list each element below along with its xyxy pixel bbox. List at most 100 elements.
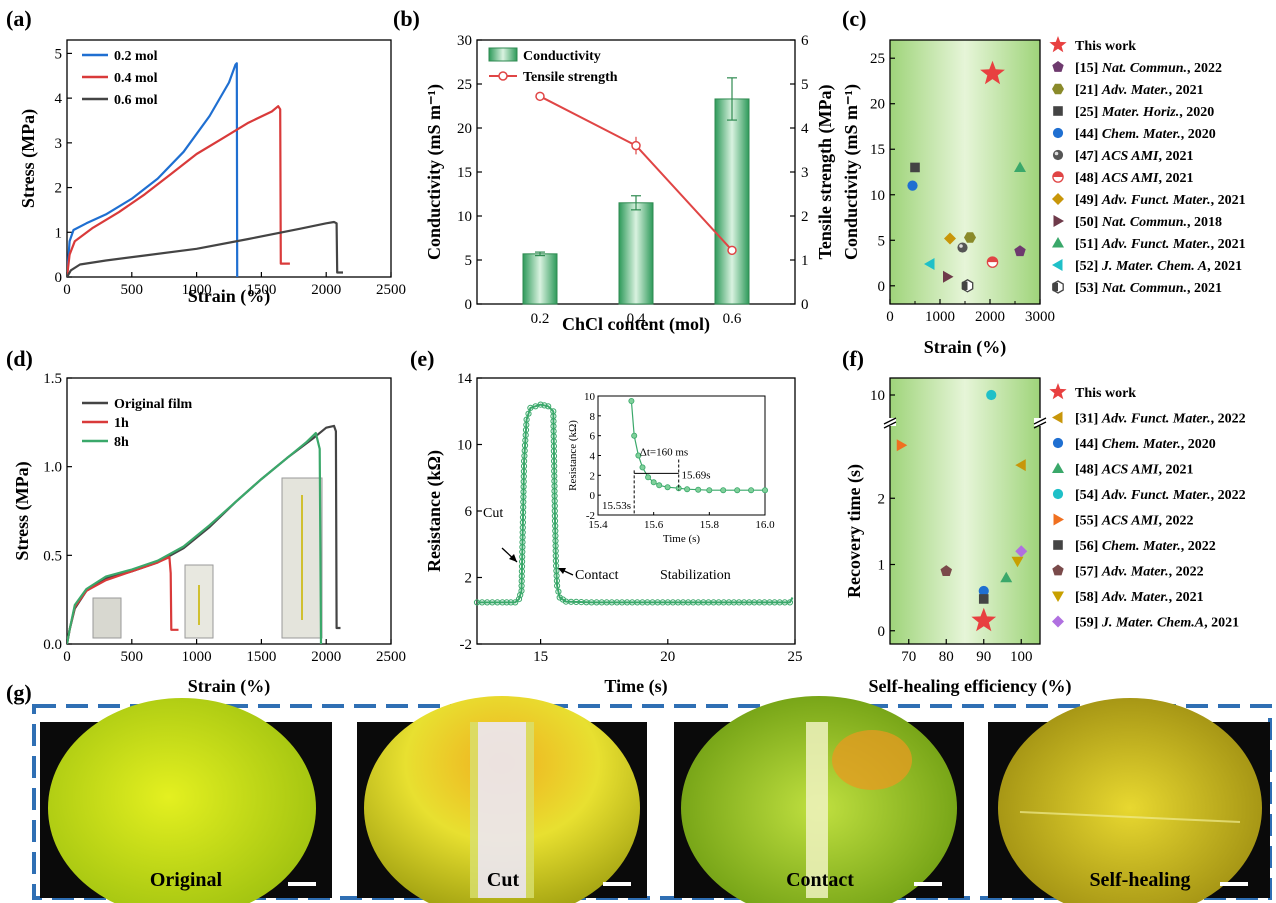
legend-year: , 2022 xyxy=(1159,514,1194,529)
legend-marker xyxy=(1052,437,1064,449)
legend-marker xyxy=(1053,540,1063,550)
x-tick-label: 2000 xyxy=(311,649,341,665)
legend-marker xyxy=(1052,488,1064,500)
photo-caption-original: Original xyxy=(150,869,223,891)
legend-label: [50] Nat. Commun., 2018 xyxy=(1075,215,1222,230)
legend-year: , 2020 xyxy=(1181,437,1216,452)
legend-year: , 2021 xyxy=(1159,463,1194,478)
legend-ref: [48] xyxy=(1075,463,1102,478)
y-tick-label: 2 xyxy=(465,571,473,587)
x-tick-label: 1000 xyxy=(182,282,212,298)
data-point-this-work xyxy=(980,60,1005,85)
resistance-point xyxy=(554,582,561,589)
legend-label: [44] Chem. Mater., 2020 xyxy=(1075,127,1216,142)
plot-frame xyxy=(66,377,392,645)
inset-x-tick-label: 16.0 xyxy=(755,519,775,531)
legend-marker xyxy=(1053,215,1064,227)
photo-caption-contact: Contact xyxy=(786,869,854,891)
axis-break-gap xyxy=(884,418,896,426)
legend-label: [51] Adv. Funct. Mater., 2021 xyxy=(1075,237,1246,252)
inset-y-tick-label: -2 xyxy=(586,510,595,522)
inset-point xyxy=(706,487,713,494)
data-point-this-work xyxy=(971,607,997,632)
legend-label: [53] Nat. Commun., 2021 xyxy=(1075,281,1222,296)
inset-y-tick-label: 4 xyxy=(590,451,596,463)
legend-year: , 2022 xyxy=(1211,488,1246,503)
y2-tick-label: 6 xyxy=(801,33,809,49)
legend-journal: ACS AMI xyxy=(1101,463,1159,478)
data-point-[52] xyxy=(924,257,935,270)
resistance-point xyxy=(517,591,524,599)
panel-label-c: (c) xyxy=(842,6,866,31)
x-axis-label: ChCl content (mol) xyxy=(562,314,710,335)
x-tick-label: 0.2 xyxy=(531,311,550,327)
x-tick-label: 0.4 xyxy=(627,311,646,327)
inset-y-axis-label: Resistance (kΩ) xyxy=(567,420,579,491)
resistance-point xyxy=(525,410,532,417)
legend-year: , 2021 xyxy=(1187,281,1222,296)
legend-journal: Nat. Commun. xyxy=(1101,61,1187,76)
x-tick-label: 2000 xyxy=(311,282,341,298)
bar-conductivity xyxy=(522,253,558,305)
y-axis-label: Resistance (kΩ) xyxy=(424,450,445,572)
inset-point xyxy=(695,486,702,493)
data-point-[56] xyxy=(978,594,989,604)
y-tick-label: 25 xyxy=(870,51,885,67)
legend-ref: [51] xyxy=(1075,237,1102,252)
legend-journal: Adv. Funct. Mater. xyxy=(1101,488,1211,503)
panel-g-photos: Original Cut Contact Self-healing xyxy=(32,696,1272,903)
panel-f-chart: 70 80 90 100 0 1 2 10 This work [31] Adv. Funct. … xyxy=(844,377,1246,697)
annotation-stabilization: Stabilization xyxy=(660,568,731,583)
legend-ref: [55] xyxy=(1075,514,1102,529)
legend-ref: [49] xyxy=(1075,193,1102,208)
legend-label: [15] Nat. Commun., 2022 xyxy=(1075,61,1222,76)
legend-label: [58] Adv. Mater., 2021 xyxy=(1075,590,1204,605)
legend-label: [54] Adv. Funct. Mater., 2022 xyxy=(1075,488,1246,503)
y-tick-label: 25 xyxy=(457,77,472,93)
y2-axis-label: Tensile strength (MPa) xyxy=(815,85,836,260)
resistance-point xyxy=(512,599,519,606)
legend-label: 1h xyxy=(114,416,129,431)
data-point-[48]-half xyxy=(987,257,998,263)
y-tick-label: 20 xyxy=(870,97,885,113)
inset-point xyxy=(734,487,741,494)
data-point-[47]-highlight xyxy=(959,244,963,248)
legend-marker xyxy=(1052,83,1064,95)
legend-label: 8h xyxy=(114,435,129,450)
inset-annotation: 15.69s xyxy=(682,469,711,481)
legend-journal: J. Mater. Chem. A xyxy=(1101,259,1207,274)
y-tick-label: 30 xyxy=(457,33,472,49)
data-point-tensile-strength xyxy=(727,245,737,256)
y-axis-label: Conductivity (mS m⁻¹) xyxy=(841,84,862,260)
scale-bar xyxy=(1220,882,1248,886)
legend-marker xyxy=(1052,411,1063,424)
legend-year: , 2021 xyxy=(1204,616,1239,631)
legend-journal: Nat. Commun. xyxy=(1101,215,1187,230)
legend-journal: Nat. Commun. xyxy=(1101,281,1187,296)
y-tick-label: 14 xyxy=(457,371,473,387)
legend-year: , 2021 xyxy=(1207,259,1242,274)
y-tick-label: 2 xyxy=(55,181,63,197)
legend-label: [59] J. Mater. Chem.A, 2021 xyxy=(1075,616,1239,631)
legend-year: , 2020 xyxy=(1181,127,1216,142)
inset-point xyxy=(631,432,638,439)
photo-original: Original xyxy=(40,698,332,903)
legend-marker xyxy=(498,71,508,81)
x-tick-label: 3000 xyxy=(1025,309,1055,325)
panel-label-d: (d) xyxy=(6,346,33,371)
x-tick-label: 500 xyxy=(121,282,144,298)
data-point-[15] xyxy=(1014,245,1026,257)
y2-tick-label: 4 xyxy=(801,121,809,137)
x-tick-label: 0.6 xyxy=(723,311,742,327)
x-axis-label: Strain (%) xyxy=(188,286,271,307)
legend-ref: [53] xyxy=(1075,281,1102,296)
legend-label: 0.4 mol xyxy=(114,71,158,86)
data-point-tensile-strength xyxy=(631,140,641,151)
panel-a-chart: 0 500 1000 1500 2000 2500 0 1 2 3 4 5 0.2 mol 0.4 mol… xyxy=(18,39,406,307)
data-point-[55] xyxy=(896,439,908,452)
inset-point xyxy=(639,464,646,471)
y2-tick-label: 1 xyxy=(801,253,809,269)
legend-ref: [50] xyxy=(1075,215,1102,230)
data-point-[31] xyxy=(1015,459,1026,472)
resistance-point xyxy=(556,594,563,601)
